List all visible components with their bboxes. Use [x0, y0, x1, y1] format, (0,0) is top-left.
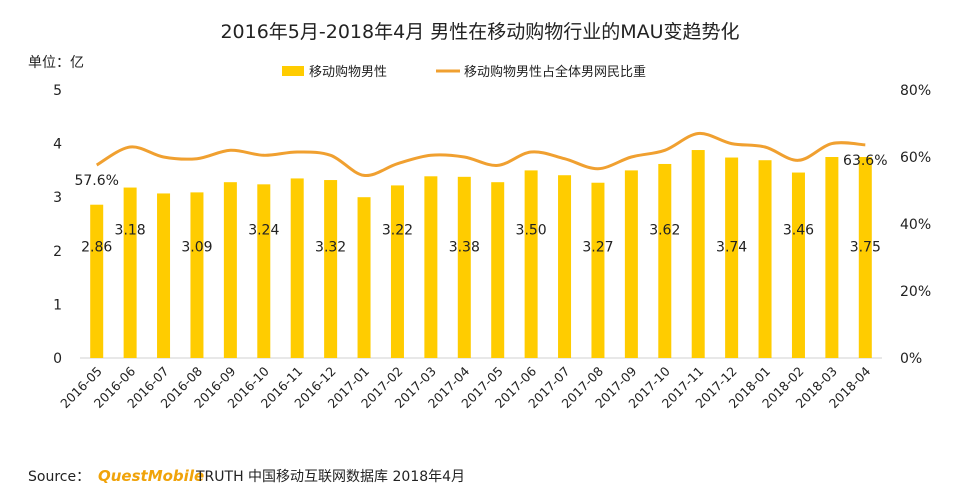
bar-2017-07: [558, 175, 572, 358]
bar-2017-06: [524, 170, 538, 358]
bar-2017-12: [725, 157, 739, 358]
y-right-tick-label: 20%: [900, 284, 931, 300]
ratio-line: [95, 131, 866, 177]
bar-2017-10: [658, 163, 672, 358]
y-right-tick-label: 60%: [900, 150, 931, 166]
legend: 移动购物男性 移动购物男性占全体男网民比重: [282, 64, 646, 80]
bar-data-labels: 2.863.18 3.09 3.24 3.32 3.22 3.38 3.50 3.27 3.62…: [81, 222, 881, 255]
y-right-tick-label: 80%: [900, 83, 931, 99]
bar-data-label: 3.24: [248, 222, 279, 238]
source-brand: QuestMobile: [98, 467, 204, 485]
bar-2016-05: [90, 204, 104, 358]
bar-2016-12: [324, 180, 338, 358]
bar-2017-04: [457, 176, 471, 358]
y-right-axis: 0% 20% 40% 60% 80%: [900, 83, 931, 367]
y-right-tick-label: 0%: [900, 351, 922, 367]
bar-data-label: 3.74: [716, 240, 747, 256]
bar-data-label: 3.18: [115, 222, 146, 238]
line-data-label: 63.6%: [843, 153, 887, 169]
y-left-axis: 0 1 2 3 4 5: [53, 83, 62, 367]
bar-2017-03: [424, 176, 438, 358]
bar-2016-06: [123, 187, 137, 358]
bar-2016-11: [290, 178, 304, 358]
y-left-tick-label: 5: [53, 83, 62, 99]
y-left-tick-label: 0: [53, 351, 62, 367]
bar-data-label: 3.46: [783, 222, 814, 238]
bar-2016-09: [223, 182, 237, 358]
bar-2017-08: [591, 182, 605, 358]
line-data-label: 57.6%: [74, 173, 118, 189]
bar-data-label: 3.62: [649, 222, 680, 238]
bar-2017-01: [357, 197, 371, 358]
legend-bar-label: 移动购物男性: [309, 64, 387, 80]
bar-2016-07: [157, 193, 171, 358]
bar-2016-10: [257, 184, 271, 358]
source-footer: Source： QuestMobile TRUTH 中国移动互联网数据库 201…: [28, 467, 465, 485]
source-text: TRUTH 中国移动互联网数据库 2018年4月: [195, 469, 465, 485]
bar-data-label: 3.50: [516, 222, 547, 238]
line-series: [95, 131, 866, 177]
x-axis: 2016-052016-062016-072016-082016-092016-…: [57, 363, 873, 411]
y-left-tick-label: 1: [53, 297, 62, 313]
line-data-labels: 57.6% 63.6%: [74, 153, 887, 189]
chart-title: 2016年5月-2018年4月 男性在移动购物行业的MAU变趋势化: [220, 21, 739, 43]
bar-2017-09: [624, 170, 638, 358]
legend-bar-swatch: [282, 66, 304, 76]
legend-line-label: 移动购物男性占全体男网民比重: [464, 64, 646, 80]
bar-data-label: 3.27: [582, 240, 613, 256]
bar-2017-05: [491, 182, 505, 358]
y-left-tick-label: 2: [53, 244, 62, 260]
bar-2018-04: [858, 157, 872, 358]
bar-2017-11: [691, 150, 705, 358]
bar-series: [90, 150, 872, 358]
y-left-tick-label: 3: [53, 190, 62, 206]
bar-data-label: 3.75: [850, 240, 881, 256]
bar-data-label: 3.22: [382, 222, 413, 238]
bar-data-label: 3.38: [449, 240, 480, 256]
source-label: Source：: [28, 469, 90, 485]
bar-2017-02: [390, 185, 404, 358]
bar-data-label: 3.09: [181, 240, 212, 256]
bar-data-label: 2.86: [81, 240, 112, 256]
y-right-tick-label: 40%: [900, 217, 931, 233]
y-left-tick-label: 4: [53, 137, 62, 153]
bar-2018-03: [825, 157, 839, 358]
bar-2016-08: [190, 192, 204, 358]
bar-data-label: 3.32: [315, 240, 346, 256]
bar-2018-01: [758, 160, 772, 358]
bar-2018-02: [791, 172, 805, 358]
y-unit-label: 单位：亿: [28, 55, 84, 71]
